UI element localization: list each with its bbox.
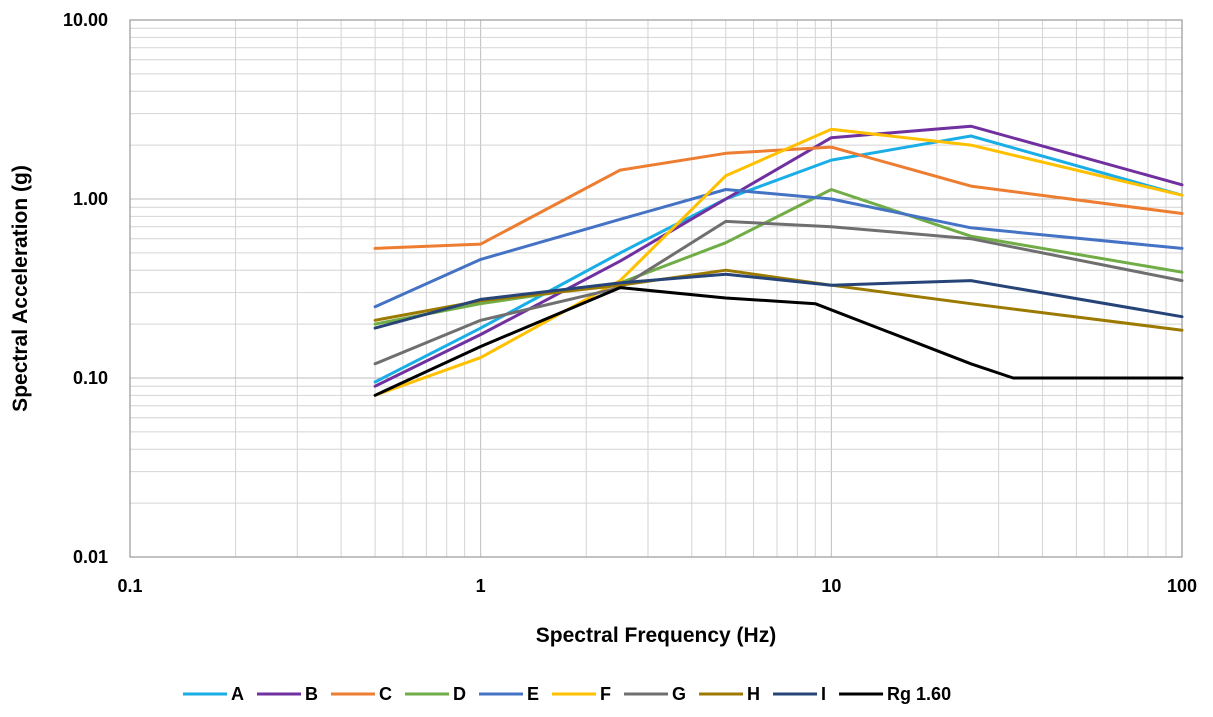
x-tick-label: 10 [821, 576, 841, 596]
y-axis-title: Spectral Acceleration (g) [9, 165, 32, 412]
legend-label: F [600, 684, 611, 704]
series-line-rg-1-60 [373, 286, 1184, 397]
legend-label: B [305, 684, 318, 704]
series-line-c [373, 145, 1184, 250]
x-axis-title: Spectral Frequency (Hz) [536, 624, 776, 647]
plot-frame [129, 19, 1183, 558]
series-line-e [373, 188, 1184, 309]
tick-labels: 0.1 1 10 100 0.01 0.10 1.00 10.00 [63, 10, 1197, 596]
legend-label: D [453, 684, 466, 704]
legend-label: H [747, 684, 760, 704]
series-line-g [373, 219, 1184, 366]
series-group [373, 124, 1184, 397]
y-tick-label: 0.10 [73, 368, 108, 388]
series-line-d [373, 188, 1184, 326]
x-tick-label: 100 [1167, 576, 1197, 596]
x-tick-label: 0.1 [117, 576, 142, 596]
legend-label: C [379, 684, 392, 704]
legend-label: Rg 1.60 [887, 684, 951, 704]
legend-label: I [821, 684, 826, 704]
legend-label: E [527, 684, 539, 704]
legend-label: G [672, 684, 686, 704]
series-line-b [373, 124, 1184, 388]
y-tick-label: 0.01 [73, 547, 108, 567]
legend: A B C D E F G H I Rg 1.60 [183, 684, 951, 704]
y-tick-label: 1.00 [73, 189, 108, 209]
legend-label: A [231, 684, 244, 704]
series-line-i [373, 272, 1184, 330]
x-tick-label: 1 [476, 576, 486, 596]
y-tick-label: 10.00 [63, 10, 108, 30]
series-line-f [373, 127, 1184, 397]
